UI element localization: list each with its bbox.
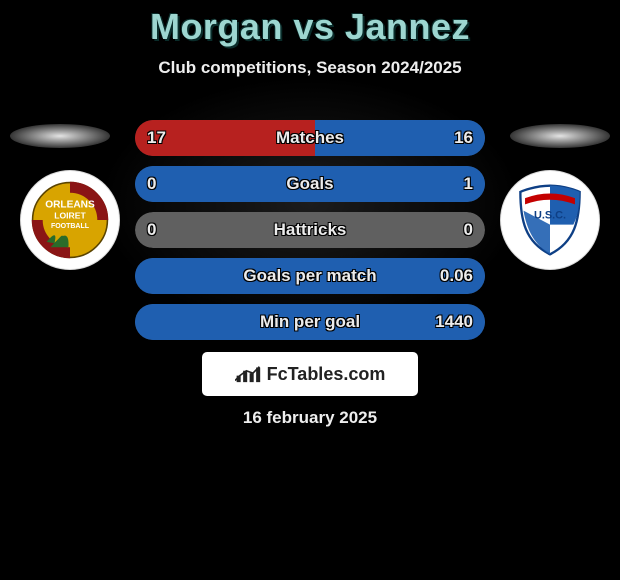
bar-chart-icon — [235, 363, 261, 385]
stat-value-right: 1 — [464, 166, 473, 202]
footer-brand-text: FcTables.com — [267, 364, 386, 385]
stat-row: Min per goal1440 — [135, 304, 485, 340]
stat-rows: 17Matches160Goals10Hattricks0Goals per m… — [135, 120, 485, 350]
player-shadow-right — [510, 124, 610, 148]
crest-left-icon: ORLEANS LOIRET FOOTBALL — [31, 181, 109, 259]
stat-value-right: 16 — [454, 120, 473, 156]
crest-right-text: U.S.C. — [534, 209, 566, 221]
stat-row: Goals per match0.06 — [135, 258, 485, 294]
stat-row: 0Goals1 — [135, 166, 485, 202]
stat-label: Matches — [135, 120, 485, 156]
stat-value-right: 0 — [464, 212, 473, 248]
stat-label: Hattricks — [135, 212, 485, 248]
footer-brand-plate: FcTables.com — [202, 352, 418, 396]
stat-value-right: 1440 — [435, 304, 473, 340]
player-shadow-left — [10, 124, 110, 148]
page-title: Morgan vs Jannez — [0, 0, 620, 48]
crest-right-icon: U.S.C. — [511, 181, 589, 259]
stat-label: Goals per match — [135, 258, 485, 294]
crest-left-text-3: FOOTBALL — [51, 223, 90, 230]
crest-left-text-2: LOIRET — [54, 210, 86, 220]
subtitle: Club competitions, Season 2024/2025 — [0, 58, 620, 78]
comparison-card: Morgan vs Jannez Club competitions, Seas… — [0, 0, 620, 580]
stat-label: Min per goal — [135, 304, 485, 340]
stat-label: Goals — [135, 166, 485, 202]
crest-left-text-1: ORLEANS — [45, 200, 95, 211]
club-badge-right: U.S.C. — [500, 170, 600, 270]
footer-date: 16 february 2025 — [0, 408, 620, 428]
club-badge-left: ORLEANS LOIRET FOOTBALL — [20, 170, 120, 270]
stat-row: 0Hattricks0 — [135, 212, 485, 248]
stat-value-right: 0.06 — [440, 258, 473, 294]
stat-row: 17Matches16 — [135, 120, 485, 156]
